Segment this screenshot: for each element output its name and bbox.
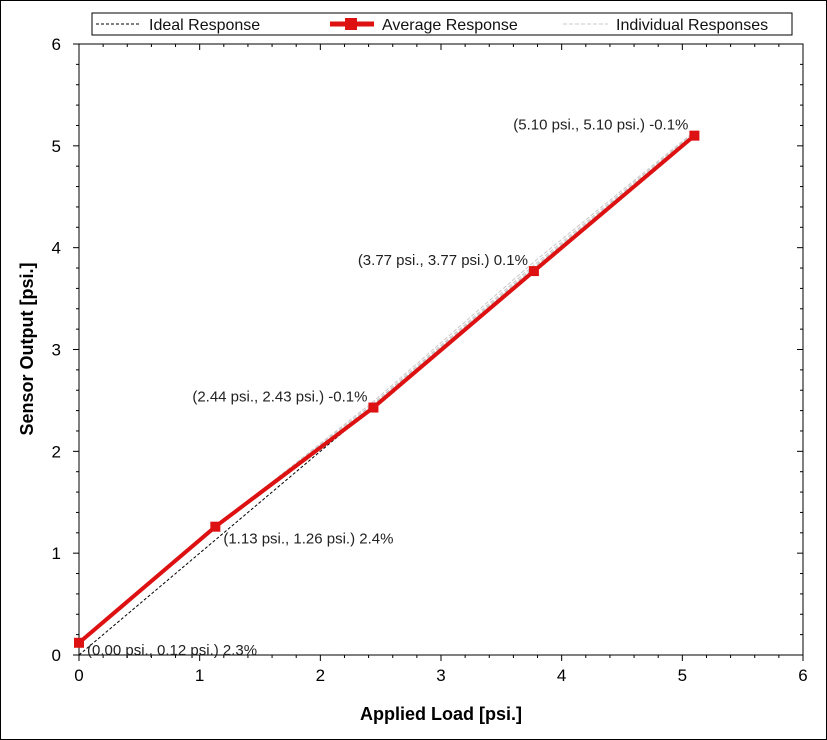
- x-tick-label: 2: [316, 666, 325, 685]
- average-response-marker: [74, 637, 84, 648]
- x-tick-label: 4: [557, 666, 566, 685]
- legend-box: [91, 12, 793, 36]
- y-tick-label: 1: [52, 544, 61, 563]
- y-tick-label: 5: [52, 137, 61, 156]
- y-tick-label: 6: [52, 35, 61, 54]
- point-annotations: (0.00 psi., 0.12 psi.) 2.3% (1.13 psi., 1…: [87, 117, 688, 659]
- average-response-marker: [689, 130, 700, 141]
- y-tick-label: 3: [52, 341, 61, 360]
- individual-response-lines: [78, 131, 695, 645]
- x-axis-label: Applied Load [psi.]: [360, 704, 522, 724]
- average-response-group: [74, 130, 700, 648]
- y-tick-label: 0: [52, 646, 61, 665]
- individual-response-line: [78, 131, 695, 643]
- x-tick-label: 0: [74, 666, 83, 685]
- x-tick-label: 1: [195, 666, 204, 685]
- legend-average-label: Average Response: [382, 17, 518, 34]
- legend-individual-label: Individual Responses: [616, 17, 768, 34]
- point-annotation-label: (3.77 psi., 3.77 psi.) 0.1%: [358, 252, 528, 269]
- average-response-line: [77, 134, 696, 645]
- x-tick-label: 6: [798, 666, 807, 685]
- legend-ideal-label: Ideal Response: [149, 17, 260, 34]
- point-annotation-label: (0.00 psi., 0.12 psi.) 2.3%: [87, 642, 257, 659]
- y-axis-label: Sensor Output [psi.]: [17, 263, 37, 436]
- x-tick-label: 5: [678, 666, 687, 685]
- point-annotation-label: (1.13 psi., 1.26 psi.) 2.4%: [223, 531, 393, 548]
- average-response-marker: [528, 266, 539, 277]
- legend-average-marker: [345, 18, 357, 30]
- axis-ticks: 0 1 2 3 4 5 6 0 1 2 3 4 5 6: [52, 35, 808, 685]
- legend: Ideal Response Average Response Individu…: [91, 12, 793, 36]
- average-response-marker: [368, 402, 379, 413]
- average-response-marker: [210, 521, 221, 532]
- x-tick-label: 3: [436, 666, 445, 685]
- point-annotation-label: (2.44 psi., 2.43 psi.) -0.1%: [192, 389, 367, 406]
- point-annotation-label: (5.10 psi., 5.10 psi.) -0.1%: [513, 117, 688, 134]
- y-tick-label: 2: [52, 442, 61, 461]
- y-tick-label: 4: [52, 239, 61, 258]
